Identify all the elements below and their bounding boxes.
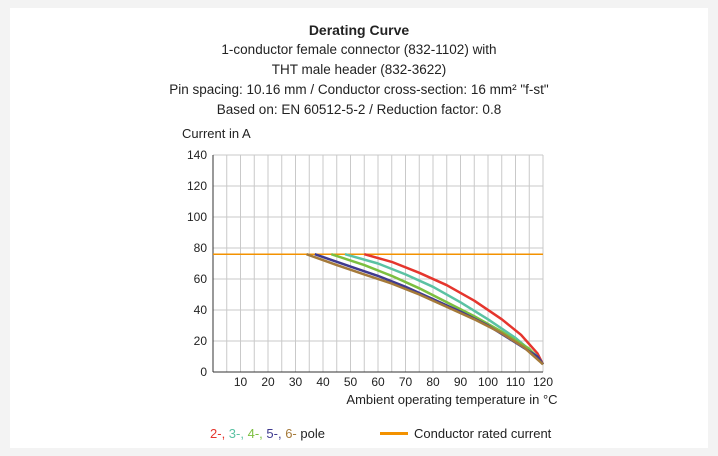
x-tick-label: 50 xyxy=(344,375,358,389)
rated-current-label: Conductor rated current xyxy=(414,426,552,441)
pole-legend-separator: , xyxy=(221,426,229,441)
x-tick-label: 60 xyxy=(371,375,385,389)
y-tick-label: 0 xyxy=(200,365,207,379)
y-axis-label: Current in A xyxy=(182,126,251,141)
chart-title: Derating Curve xyxy=(308,22,410,38)
pole-legend-separator: , xyxy=(277,426,286,441)
y-tick-label: 60 xyxy=(194,272,208,286)
x-tick-label: 10 xyxy=(234,375,248,389)
subtitle-line-4: Based on: EN 60512-5-2 / Reduction facto… xyxy=(216,102,502,117)
y-tick-label: 40 xyxy=(194,303,208,317)
chart-card: Derating Curve 1-conductor female connec… xyxy=(10,8,708,448)
y-tick-label: 140 xyxy=(187,148,207,162)
derating-curve-3-pole xyxy=(344,252,545,366)
pole-legend-number: 4- xyxy=(247,426,260,441)
derating-curve-4-pole xyxy=(330,253,544,366)
chart-header: Derating Curve 1-conductor female connec… xyxy=(10,20,708,120)
rated-current-swatch xyxy=(380,432,408,435)
x-tick-label: 30 xyxy=(289,375,303,389)
derating-curve-6-pole xyxy=(306,253,544,366)
pole-legend-separator: , xyxy=(259,426,267,441)
x-tick-label: 100 xyxy=(478,375,498,389)
x-tick-label: 20 xyxy=(261,375,275,389)
y-tick-label: 120 xyxy=(187,179,207,193)
derating-curve-5-pole xyxy=(314,253,545,366)
x-axis-label: Ambient operating temperature in °C xyxy=(346,392,557,407)
pole-legend: 2-, 3-, 4-, 5-, 6- pole xyxy=(210,426,325,441)
y-tick-label: 20 xyxy=(194,334,208,348)
pole-legend-number: 2- xyxy=(210,426,222,441)
derating-curve-2-pole xyxy=(363,252,545,365)
x-tick-label: 110 xyxy=(506,375,525,389)
pole-legend-separator: , xyxy=(240,426,248,441)
pole-legend-number: 5- xyxy=(266,426,278,441)
subtitle-line-3: Pin spacing: 10.16 mm / Conductor cross-… xyxy=(169,82,549,97)
pole-legend-number: 3- xyxy=(228,426,241,441)
subtitle-line-1: 1-conductor female connector (832-1102) … xyxy=(221,42,497,57)
x-tick-label: 80 xyxy=(426,375,440,389)
pole-legend-number: 6- xyxy=(285,426,297,441)
x-tick-label: 40 xyxy=(316,375,330,389)
rated-current-legend: Conductor rated current xyxy=(380,426,551,441)
pole-legend-label: pole xyxy=(300,426,325,441)
x-tick-label: 120 xyxy=(533,375,553,389)
x-tick-label: 90 xyxy=(454,375,468,389)
subtitle-line-2: THT male header (832-3622) xyxy=(271,62,447,77)
y-tick-label: 100 xyxy=(187,210,207,224)
x-tick-label: 70 xyxy=(399,375,413,389)
y-tick-label: 80 xyxy=(194,241,208,255)
